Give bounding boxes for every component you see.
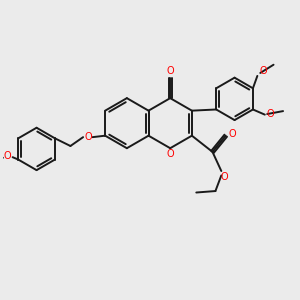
Text: O: O bbox=[4, 151, 11, 161]
Text: O: O bbox=[228, 129, 236, 139]
Text: O: O bbox=[167, 148, 174, 158]
Text: O: O bbox=[267, 109, 274, 119]
Text: O: O bbox=[167, 66, 174, 76]
Text: O: O bbox=[84, 132, 92, 142]
Text: O: O bbox=[220, 172, 228, 182]
Text: O: O bbox=[260, 66, 267, 76]
